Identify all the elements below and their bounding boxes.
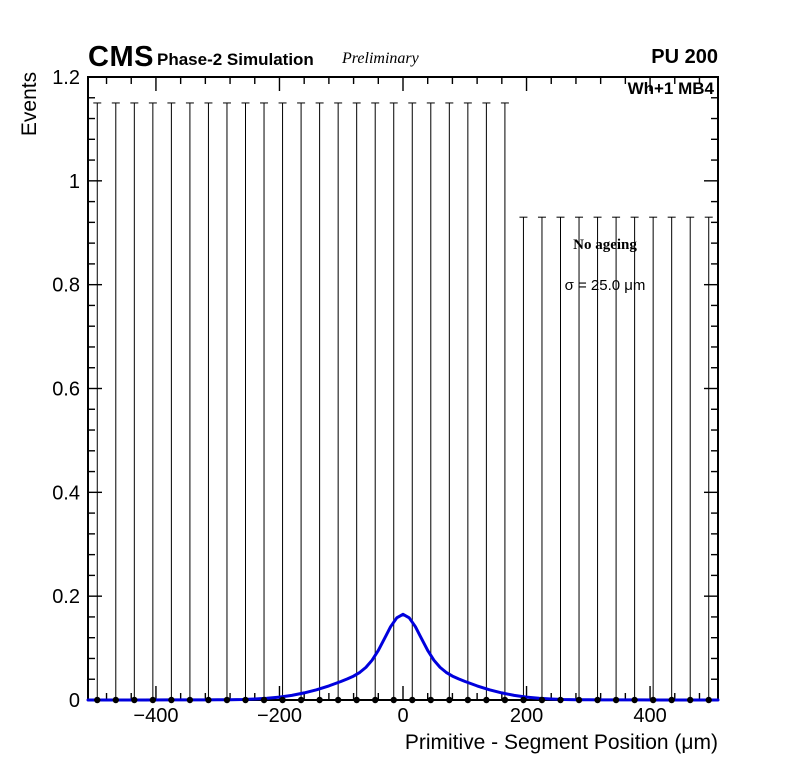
chamber-label: Wh+1 MB4 (627, 79, 714, 98)
data-point-marker (631, 696, 638, 704)
x-tick-label: 400 (633, 705, 666, 727)
y-tick-label: 0.8 (52, 275, 80, 297)
y-tick-label: 1.2 (52, 67, 80, 89)
data-point-marker (464, 696, 472, 704)
data-point-marker (409, 696, 416, 704)
data-point-marker (168, 696, 175, 704)
y-axis-title: Events (18, 71, 41, 137)
x-tick-label: −400 (133, 705, 178, 727)
data-point-marker (353, 696, 360, 704)
error-bars (93, 102, 713, 700)
data-point-marker (131, 696, 138, 704)
data-point-marker (186, 696, 194, 704)
data-point-marker (279, 696, 286, 704)
phase2-simulation-label: Phase-2 Simulation (157, 50, 314, 69)
data-point-marker (538, 696, 546, 704)
data-point-marker (668, 696, 675, 704)
data-point-marker (575, 696, 583, 704)
data-point-marker (687, 696, 694, 704)
data-point-marker (334, 696, 342, 704)
data-point-marker (705, 696, 712, 704)
x-tick-label: 0 (397, 705, 408, 727)
data-point-marker (427, 696, 434, 704)
data-point-marker (372, 696, 379, 704)
data-point-marker (316, 696, 323, 704)
x-tick-label: 200 (510, 705, 543, 727)
cms-logo-text: CMS (88, 41, 154, 73)
data-point-markers (94, 696, 712, 704)
data-point-marker (242, 696, 249, 704)
legend-sigma-label: σ = 25.0 μm (564, 277, 646, 294)
y-tick-label: 1 (69, 171, 80, 193)
pileup-label: PU 200 (651, 46, 718, 68)
data-point-marker (297, 696, 305, 704)
data-point-marker (446, 696, 453, 704)
x-axis-title: Primitive - Segment Position (μm) (404, 731, 718, 754)
y-tick-label: 0.2 (52, 586, 80, 608)
data-point-marker (390, 696, 397, 704)
data-point-marker (649, 696, 657, 704)
data-point-marker (260, 696, 268, 704)
data-point-marker (483, 696, 490, 704)
data-point-marker (112, 696, 119, 704)
axis-ticks (88, 76, 718, 701)
y-tick-label: 0 (69, 690, 80, 712)
legend-ageing-label: No ageing (573, 237, 637, 253)
plot-frame (87, 76, 719, 701)
data-point-marker (149, 696, 157, 704)
data-point-marker (612, 696, 620, 704)
fit-curve (86, 612, 720, 702)
data-point-marker (94, 696, 101, 704)
data-point-marker (223, 696, 231, 704)
data-point-marker (557, 696, 564, 704)
y-tick-label: 0.4 (52, 482, 80, 504)
x-tick-labels: −400 −200 0 200 400 (133, 705, 666, 727)
data-point-marker (205, 696, 212, 704)
data-point-marker (501, 696, 509, 704)
x-tick-label: −200 (257, 705, 302, 727)
y-tick-label: 0.6 (52, 379, 80, 401)
y-tick-labels: 0 0.2 0.4 0.6 0.8 1 1.2 (52, 67, 80, 712)
data-point-marker (594, 696, 601, 704)
data-point-marker (520, 696, 527, 704)
preliminary-label: Preliminary (342, 50, 419, 67)
